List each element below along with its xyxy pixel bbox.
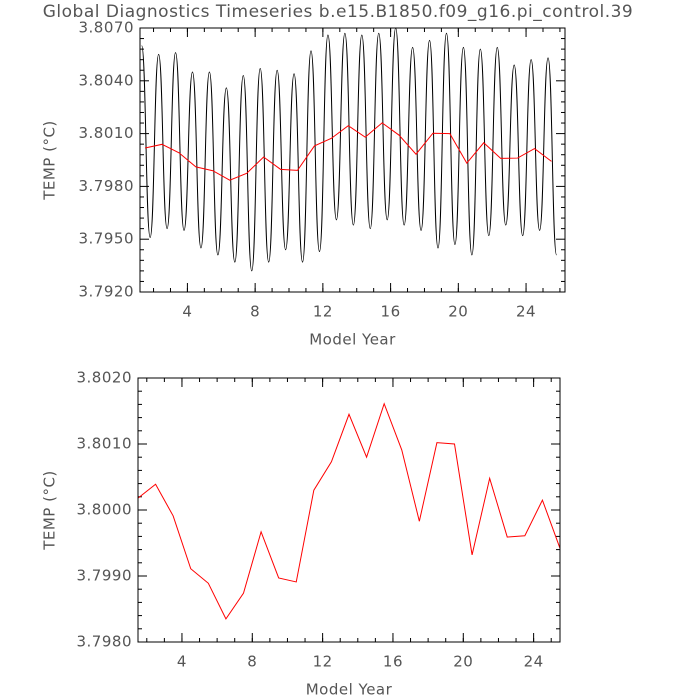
y-tick-label: 3.8010 [79, 124, 135, 142]
y-tick-label: 3.8040 [79, 71, 135, 89]
x-tick-label: 8 [247, 653, 257, 671]
data-line [144, 122, 552, 181]
y-tick-label: 3.8000 [77, 501, 133, 519]
data-line [137, 402, 561, 620]
x-tick-label: 4 [177, 653, 187, 671]
x-tick-label: 20 [453, 653, 473, 671]
y-tick-label: 3.7950 [79, 230, 135, 248]
y-axis-label: TEMP (°C) [41, 120, 59, 201]
x-tick-label: 12 [313, 303, 333, 321]
x-tick-label: 24 [516, 303, 536, 321]
x-axis-label: Model Year [309, 331, 396, 349]
x-tick-label: 16 [381, 303, 401, 321]
y-tick-label: 3.8070 [79, 19, 135, 37]
x-tick-label: 8 [250, 303, 260, 321]
x-tick-label: 16 [383, 653, 403, 671]
plot-frame [137, 377, 561, 643]
y-axis-label: TEMP (°C) [41, 470, 59, 551]
chart-title: Global Diagnostics Timeseries b.e15.B185… [43, 2, 633, 22]
x-axis-label: Model Year [306, 681, 393, 699]
x-tick-label: 4 [182, 303, 192, 321]
y-tick-label: 3.7980 [77, 633, 133, 651]
x-tick-label: 20 [448, 303, 468, 321]
x-tick-label: 12 [313, 653, 333, 671]
y-tick-label: 3.7990 [77, 567, 133, 585]
y-tick-label: 3.7980 [79, 177, 135, 195]
x-tick-label: 24 [524, 653, 544, 671]
data-line [141, 27, 558, 272]
y-tick-label: 3.8020 [77, 369, 133, 387]
y-tick-label: 3.7920 [79, 283, 135, 301]
plot-frame [139, 27, 566, 293]
y-tick-label: 3.8010 [77, 435, 133, 453]
